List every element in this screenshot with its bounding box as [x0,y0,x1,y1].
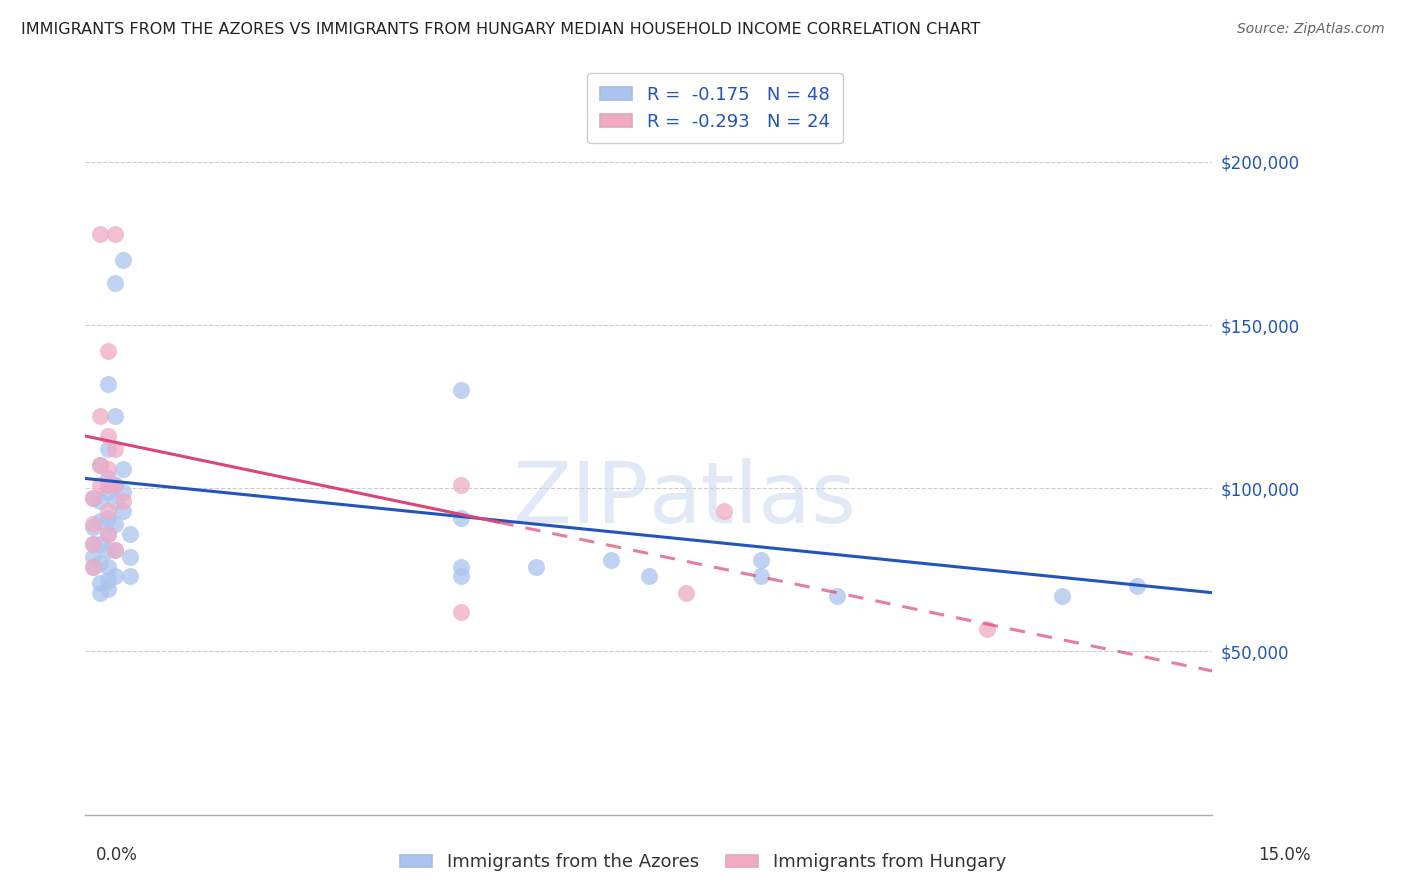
Point [89,458,111,473]
Point [450,559,472,574]
Point [89,478,111,492]
Point [104,543,127,558]
Point [104,494,127,508]
Point [976,622,998,636]
Point [104,276,127,290]
Point [97,559,120,574]
Point [751,569,773,583]
Point [450,384,472,398]
Point [713,504,735,518]
Point [97,527,120,541]
Point [97,543,120,558]
Legend: R =  -0.175   N = 48, R =  -0.293   N = 24: R = -0.175 N = 48, R = -0.293 N = 24 [588,73,842,144]
Text: ZIP: ZIP [512,458,648,541]
Point [89,575,111,590]
Point [97,504,120,518]
Point [97,429,120,443]
Point [104,227,127,241]
Point [104,543,127,558]
Point [1126,579,1149,593]
Text: Source: ZipAtlas.com: Source: ZipAtlas.com [1237,22,1385,37]
Point [97,510,120,524]
Point [97,461,120,475]
Point [82,537,104,551]
Point [120,549,142,564]
Point [111,494,134,508]
Point [825,589,848,603]
Point [89,458,111,473]
Point [111,461,134,475]
Point [89,557,111,571]
Point [97,478,120,492]
Point [751,553,773,567]
Point [524,559,547,574]
Text: IMMIGRANTS FROM THE AZORES VS IMMIGRANTS FROM HUNGARY MEDIAN HOUSEHOLD INCOME CO: IMMIGRANTS FROM THE AZORES VS IMMIGRANTS… [21,22,980,37]
Point [97,344,120,359]
Point [450,569,472,583]
Point [97,442,120,456]
Point [97,573,120,587]
Point [1050,589,1073,603]
Text: 0.0%: 0.0% [96,846,138,863]
Point [97,527,120,541]
Point [82,549,104,564]
Point [111,504,134,518]
Point [97,376,120,391]
Point [89,227,111,241]
Point [82,559,104,574]
Text: atlas: atlas [648,458,856,541]
Text: 15.0%: 15.0% [1258,846,1310,863]
Point [111,252,134,267]
Point [600,553,623,567]
Point [82,517,104,532]
Point [89,537,111,551]
Point [89,409,111,424]
Point [82,537,104,551]
Point [89,585,111,599]
Point [104,478,127,492]
Point [82,520,104,534]
Point [111,484,134,499]
Point [97,582,120,597]
Point [97,484,120,499]
Point [637,569,659,583]
Point [104,442,127,456]
Point [89,514,111,528]
Point [120,569,142,583]
Point [104,478,127,492]
Point [89,494,111,508]
Point [675,585,697,599]
Point [104,409,127,424]
Point [120,527,142,541]
Point [104,569,127,583]
Point [450,478,472,492]
Point [104,517,127,532]
Point [82,491,104,505]
Point [82,491,104,505]
Point [82,559,104,574]
Legend: Immigrants from the Azores, Immigrants from Hungary: Immigrants from the Azores, Immigrants f… [392,847,1014,879]
Point [450,510,472,524]
Point [97,471,120,485]
Point [450,605,472,619]
